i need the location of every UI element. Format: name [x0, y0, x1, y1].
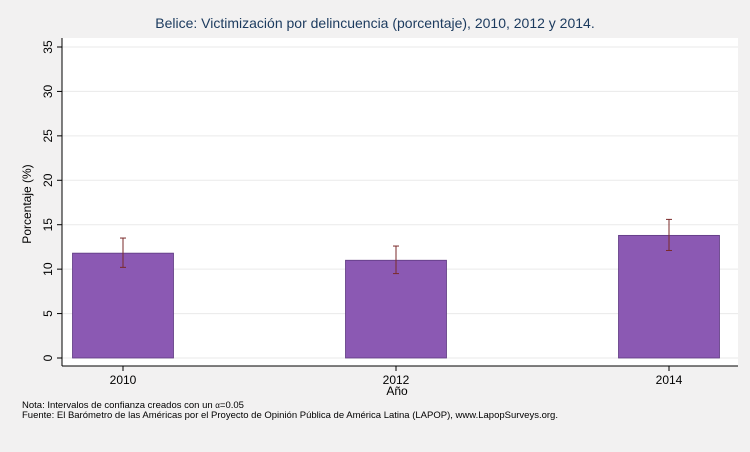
y-tick-label: 15 [41, 218, 55, 232]
y-axis-label: Porcentaje (%) [20, 164, 34, 243]
chart-title: Belice: Victimización por delincuencia (… [155, 15, 595, 31]
error-bars [120, 218, 672, 275]
bars [72, 234, 720, 359]
alpha-value: =0.05 [219, 400, 244, 411]
x-tick-label: 2010 [110, 373, 137, 387]
y-tick-label: 30 [41, 84, 55, 98]
x-axis-label: Año [386, 384, 408, 398]
y-tick-label: 20 [41, 173, 55, 187]
bar-2012 [345, 259, 447, 359]
y-tick-label: 25 [41, 129, 55, 143]
note-text: Nota: Intervalos de confianza creados co… [22, 400, 213, 411]
bar-2010 [72, 252, 174, 359]
alpha-symbol: α [215, 401, 220, 410]
y-tick-label: 35 [41, 40, 55, 54]
y-tick-label: 10 [41, 262, 55, 276]
source-note: Fuente: El Barómetro de las Américas por… [22, 410, 558, 421]
x-tick-label: 2014 [656, 373, 683, 387]
bar-2014 [618, 234, 720, 359]
y-tick-label: 0 [41, 354, 55, 361]
y-tick-label: 5 [41, 310, 55, 317]
confidence-note: Nota: Intervalos de confianza creados co… [22, 400, 244, 411]
x-tick-label: 2012 [383, 373, 410, 387]
axes: 0 5 10 15 20 25 30 35 2010 2012 2014 [41, 38, 738, 387]
